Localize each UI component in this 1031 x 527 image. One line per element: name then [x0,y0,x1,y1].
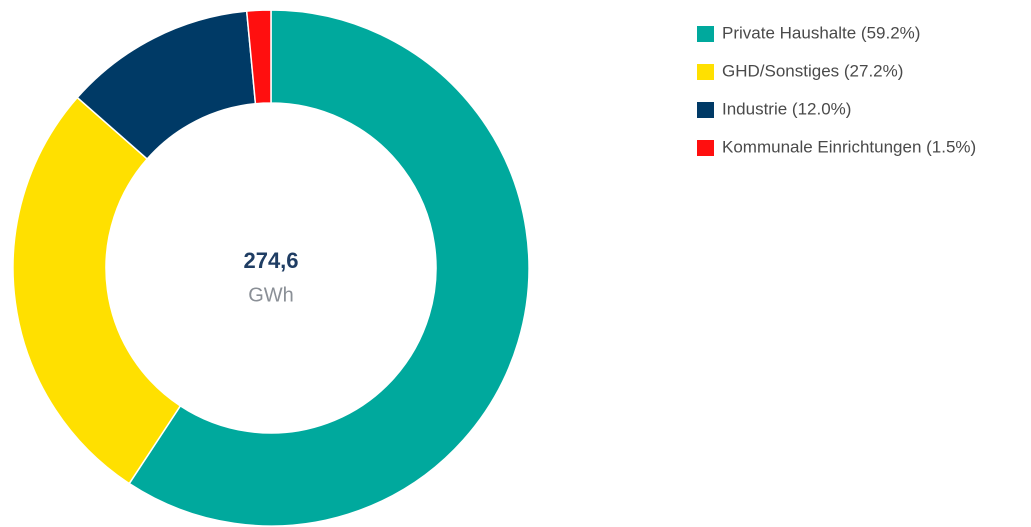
legend-swatch [697,26,714,42]
legend-label: Kommunale Einrichtungen (1.5%) [722,137,976,156]
legend-label: Industrie (12.0%) [722,99,851,118]
legend-swatch [697,140,714,156]
legend-swatch [697,64,714,80]
donut-slice [128,9,530,527]
center-unit: GWh [248,284,294,306]
donut-slice [245,9,272,105]
legend-label: Private Haushalte (59.2%) [722,23,920,42]
legend-label: GHD/Sonstiges (27.2%) [722,61,903,80]
legend-swatch [697,102,714,118]
center-value: 274,6 [243,248,298,273]
donut-slice [12,96,182,485]
